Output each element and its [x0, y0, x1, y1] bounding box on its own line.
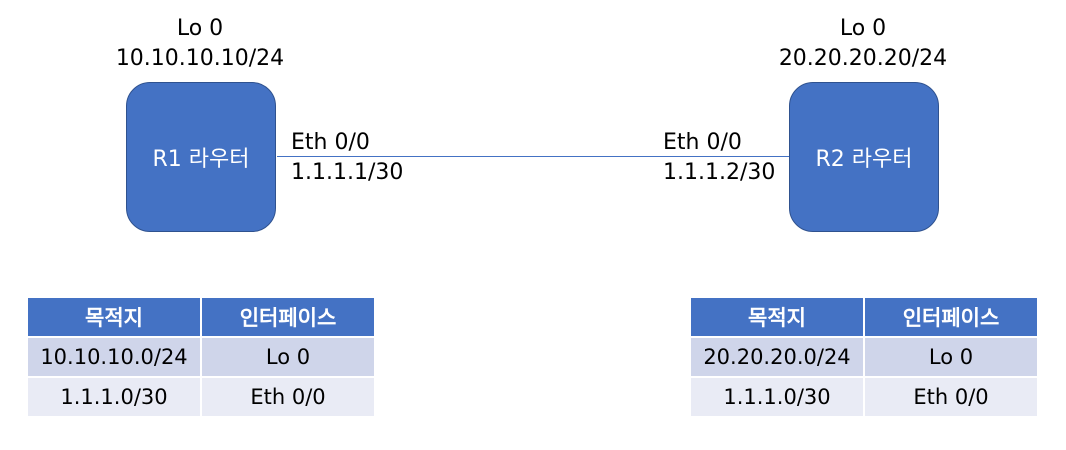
- r1-loopback-ip: 10.10.10.10/24: [115, 46, 285, 71]
- r2-routing-table: 목적지 인터페이스 20.20.20.0/24 Lo 0 1.1.1.0/30 …: [689, 296, 1039, 418]
- r1-router-label: R1 라우터: [152, 147, 250, 172]
- interface-header: 인터페이스: [865, 298, 1037, 336]
- interface-header: 인터페이스: [202, 298, 374, 336]
- interface-cell: Lo 0: [865, 338, 1037, 376]
- destination-cell: 20.20.20.0/24: [691, 338, 863, 376]
- destination-header: 목적지: [691, 298, 863, 336]
- interface-cell: Eth 0/0: [202, 378, 374, 416]
- table-row: 10.10.10.0/24 Lo 0: [28, 338, 374, 376]
- r2-loopback-ip: 20.20.20.20/24: [778, 46, 948, 71]
- r1-interface-ip: 1.1.1.1/30: [291, 160, 404, 185]
- r2-router: R2 라우터: [789, 82, 939, 232]
- r2-interface-ip: 1.1.1.2/30: [663, 160, 776, 185]
- interface-cell: Eth 0/0: [865, 378, 1037, 416]
- table-header-row: 목적지 인터페이스: [691, 298, 1037, 336]
- r2-interface-name: Eth 0/0: [663, 130, 742, 155]
- table-row: 20.20.20.0/24 Lo 0: [691, 338, 1037, 376]
- table-row: 1.1.1.0/30 Eth 0/0: [691, 378, 1037, 416]
- r1-loopback-name: Lo 0: [176, 16, 224, 41]
- r1-interface-name: Eth 0/0: [291, 130, 370, 155]
- r2-loopback-name: Lo 0: [839, 16, 887, 41]
- r2-router-label: R2 라우터: [815, 147, 913, 172]
- table-header-row: 목적지 인터페이스: [28, 298, 374, 336]
- destination-cell: 1.1.1.0/30: [28, 378, 200, 416]
- destination-header: 목적지: [28, 298, 200, 336]
- destination-cell: 1.1.1.0/30: [691, 378, 863, 416]
- destination-cell: 10.10.10.0/24: [28, 338, 200, 376]
- r1-routing-table: 목적지 인터페이스 10.10.10.0/24 Lo 0 1.1.1.0/30 …: [26, 296, 376, 418]
- link-line: [277, 156, 789, 157]
- interface-cell: Lo 0: [202, 338, 374, 376]
- table-row: 1.1.1.0/30 Eth 0/0: [28, 378, 374, 416]
- r1-router: R1 라우터: [126, 82, 276, 232]
